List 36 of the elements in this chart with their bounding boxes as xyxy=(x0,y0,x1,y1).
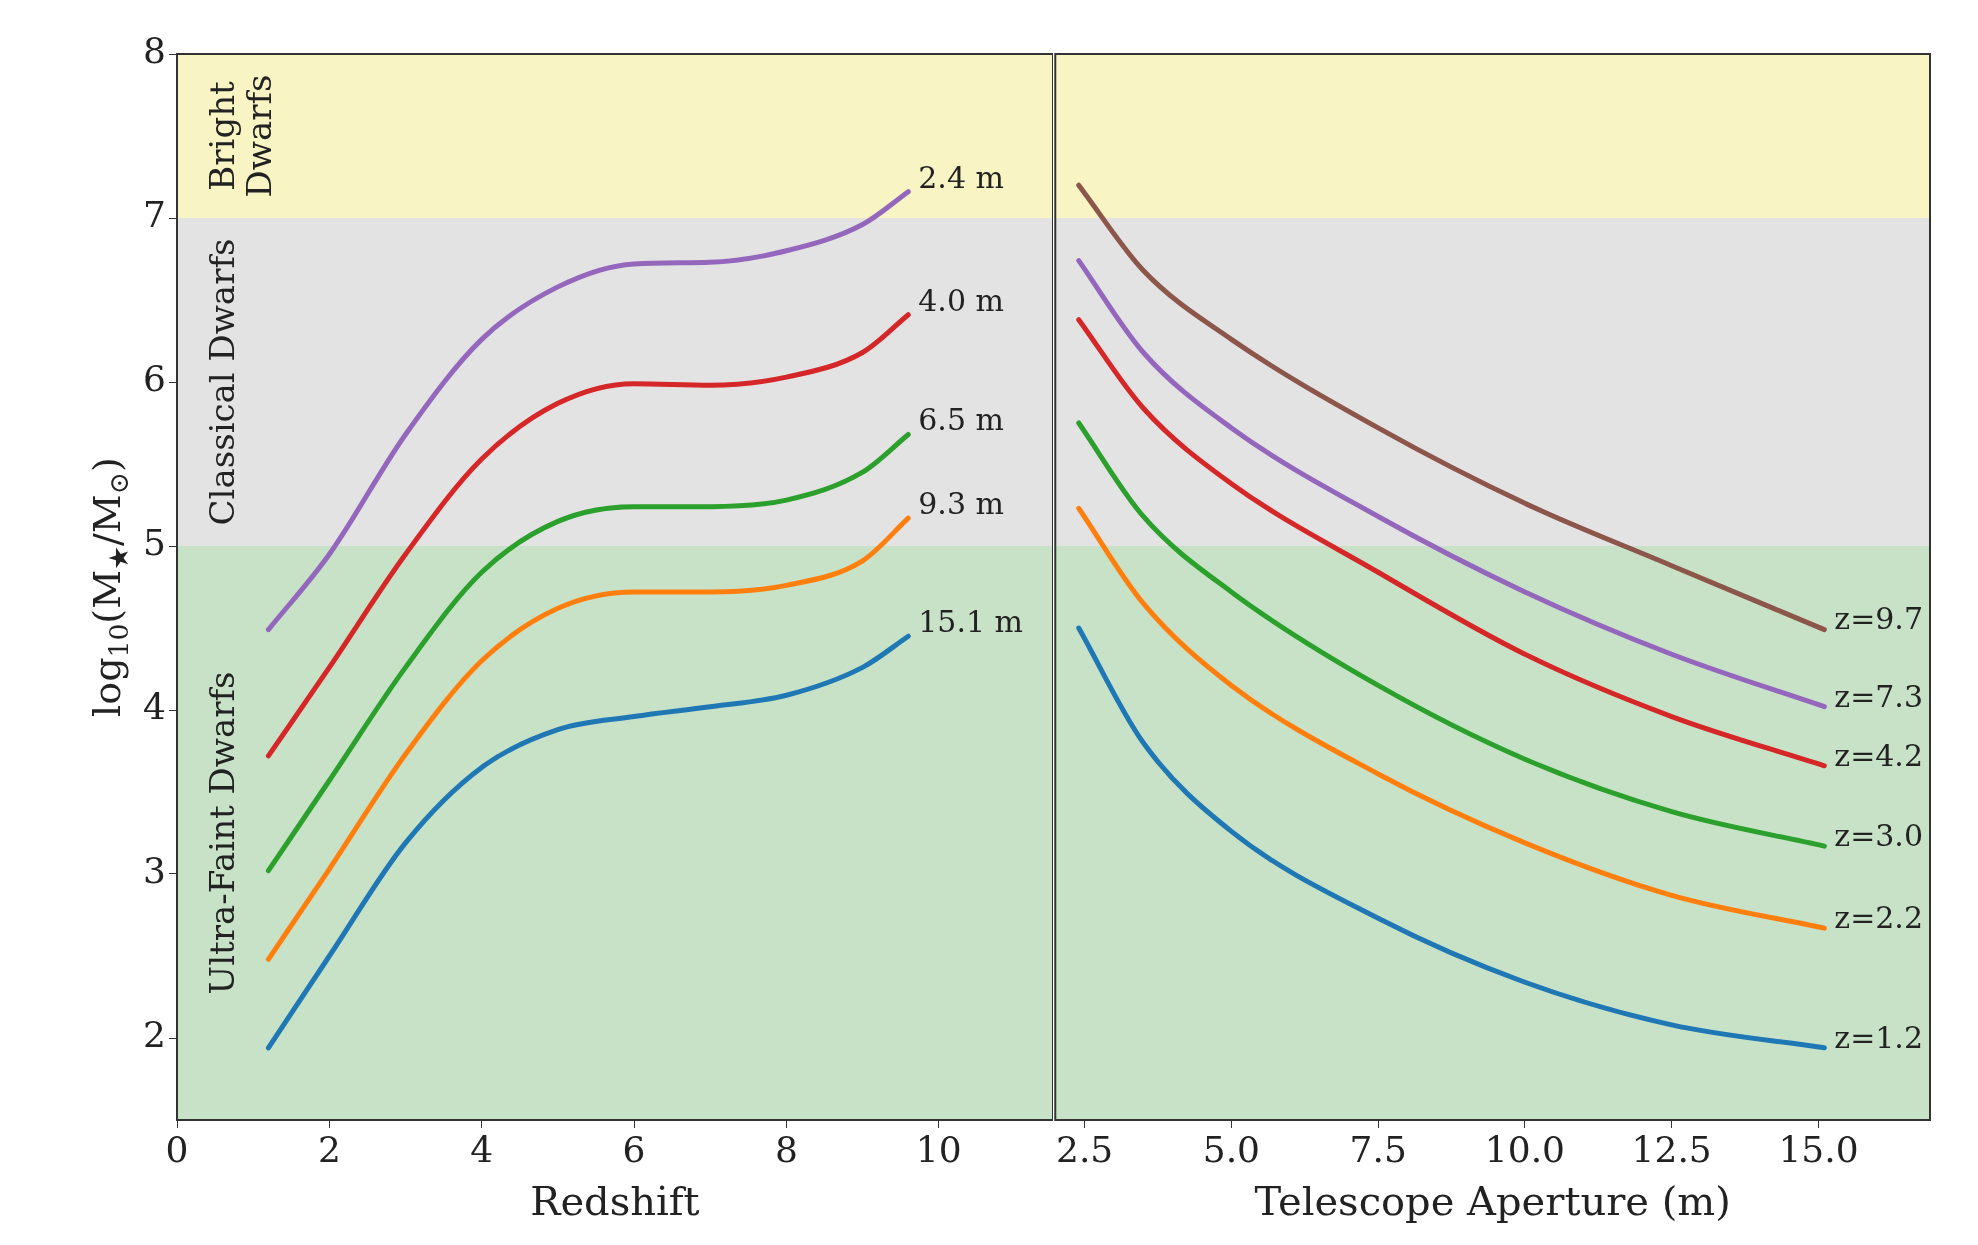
y-axis-title: log10(M★/M⊙) xyxy=(84,457,135,717)
x-tick-label: 2 xyxy=(317,1128,341,1170)
x-tick-label: 15.0 xyxy=(1778,1128,1859,1170)
x-tick-label: 4 xyxy=(470,1128,494,1170)
x-tick-label: 0 xyxy=(165,1128,189,1170)
series-label: 6.5 m xyxy=(918,402,1004,438)
x-axis-title: Redshift xyxy=(530,1178,700,1225)
y-tick-label: 8 xyxy=(143,30,166,72)
series-label: z=4.2 xyxy=(1834,737,1923,773)
series-label: z=2.2 xyxy=(1834,899,1923,935)
y-tick-label: 4 xyxy=(143,686,166,728)
x-tick-label: 7.5 xyxy=(1349,1128,1407,1170)
series-label: z=1.2 xyxy=(1834,1019,1923,1055)
x-tick-label: 10 xyxy=(915,1128,962,1170)
y-tick-label: 2 xyxy=(143,1014,166,1056)
series-label: z=9.7 xyxy=(1834,601,1923,637)
y-tick-label: 6 xyxy=(143,358,166,400)
series-label: z=7.3 xyxy=(1834,678,1923,714)
series-label: 2.4 m xyxy=(918,159,1004,195)
band-label: Classical Dwarfs xyxy=(201,238,242,526)
series-label: 9.3 m xyxy=(918,485,1004,521)
x-tick-label: 5.0 xyxy=(1202,1128,1261,1170)
y-tick-label: 7 xyxy=(143,194,166,236)
series-label: 15.1 m xyxy=(918,604,1024,639)
band-label: Ultra-Faint Dwarfs xyxy=(201,671,242,995)
series-label: 4.0 m xyxy=(918,282,1004,318)
x-tick-label: 2.5 xyxy=(1055,1128,1114,1170)
y-tick-label: 3 xyxy=(143,850,166,892)
x-tick-label: 6 xyxy=(622,1128,646,1170)
y-tick-label: 5 xyxy=(143,522,166,564)
x-tick-label: 12.5 xyxy=(1631,1128,1712,1170)
x-tick-label: 8 xyxy=(774,1128,798,1170)
series-label: z=3.0 xyxy=(1834,817,1923,853)
x-tick-label: 10.0 xyxy=(1484,1128,1565,1170)
x-axis-title: Telescope Aperture (m) xyxy=(1254,1178,1731,1225)
band-label: Bright Dwarfs xyxy=(201,74,280,198)
